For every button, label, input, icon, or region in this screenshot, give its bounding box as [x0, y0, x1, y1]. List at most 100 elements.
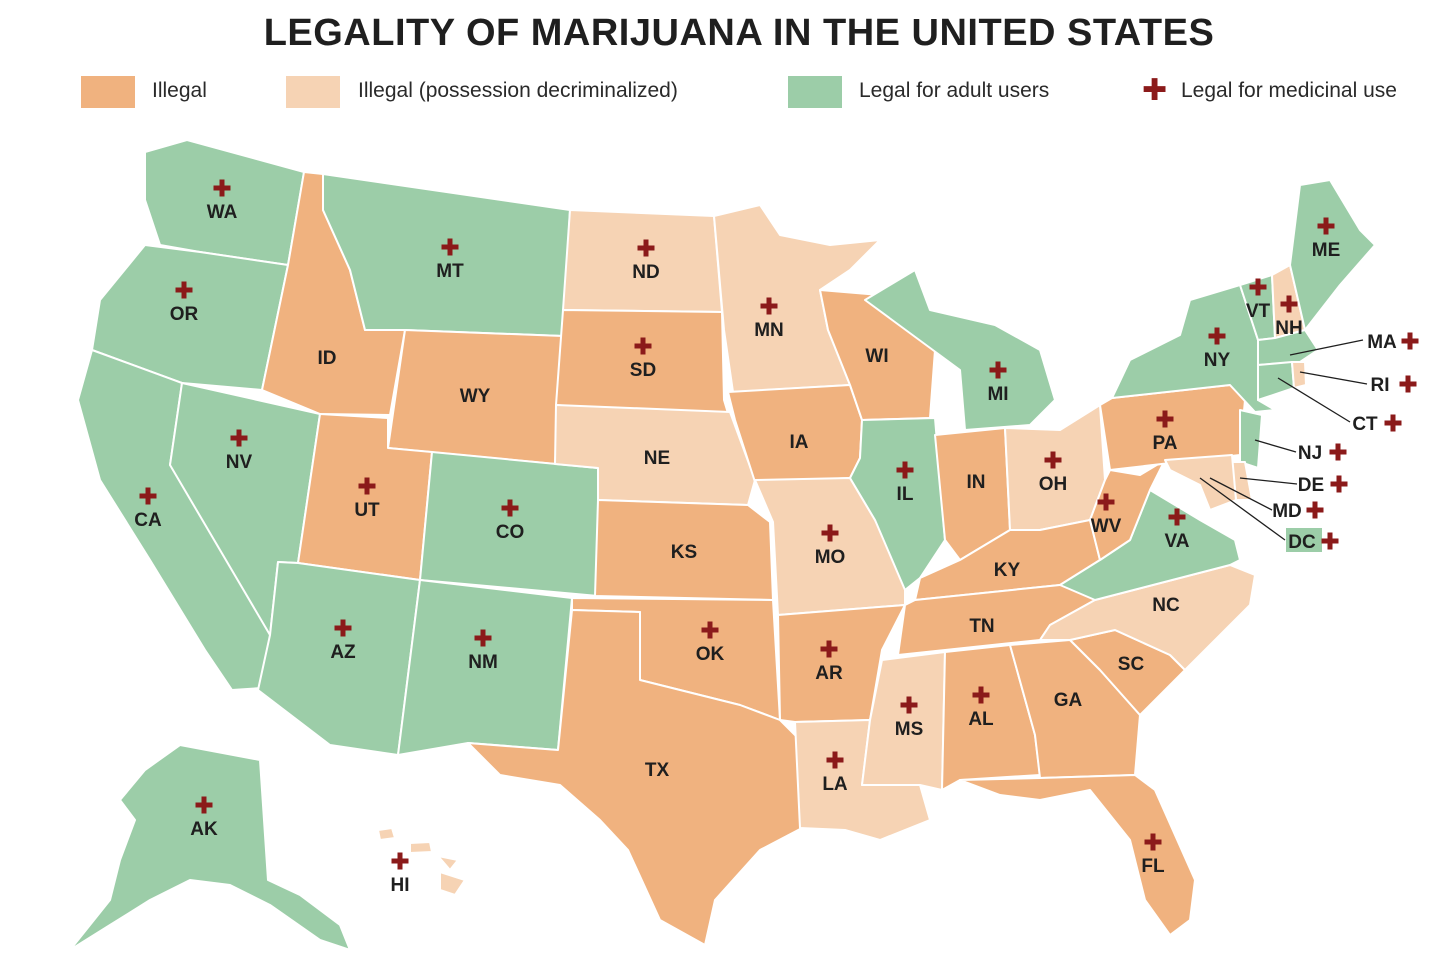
state-label-oh: OH: [1039, 474, 1068, 495]
state-label-az: AZ: [330, 642, 356, 663]
legend-label-legal: Legal for adult users: [859, 79, 1050, 102]
state-label-ar: AR: [815, 663, 843, 684]
state-nd[interactable]: [562, 209, 723, 313]
state-label-wi: WI: [865, 346, 888, 367]
state-label-de: DE: [1298, 475, 1324, 496]
state-label-nc: NC: [1152, 595, 1180, 616]
medicinal-plus-icon-hi: [391, 852, 409, 870]
medicinal-plus-icon-nd: [637, 239, 655, 257]
state-label-dc: DC: [1288, 532, 1316, 553]
medicinal-plus-icon-dc: [1321, 532, 1339, 550]
state-label-mo: MO: [815, 547, 846, 568]
state-tx[interactable]: [467, 609, 803, 946]
state-label-pa: PA: [1153, 433, 1178, 454]
state-label-va: VA: [1165, 531, 1190, 552]
state-me[interactable]: [1289, 179, 1376, 331]
medicinal-plus-icon-ri: [1399, 375, 1417, 393]
medicinal-plus-icon-mt: [441, 238, 459, 256]
medicinal-plus-icon-va: [1168, 508, 1186, 526]
medicinal-plus-icon-mi: [989, 361, 1007, 379]
state-or[interactable]: [91, 244, 289, 391]
medicinal-plus-icon-ut: [358, 477, 376, 495]
medicinal-plus-icon-la: [826, 751, 844, 769]
state-label-nv: NV: [226, 452, 253, 473]
state-ri[interactable]: [1291, 361, 1307, 389]
state-nj[interactable]: [1239, 409, 1263, 469]
callout-leader-lines: [1199, 339, 1368, 541]
state-mt[interactable]: [322, 173, 571, 337]
state-label-in: IN: [967, 472, 986, 493]
state-label-ky: KY: [994, 560, 1021, 581]
medicinal-plus-icon-az: [334, 619, 352, 637]
medicinal-plus-icon-wv: [1097, 493, 1115, 511]
leader-md: [1209, 477, 1273, 511]
state-label-wa: WA: [207, 202, 238, 223]
state-label-tx: TX: [645, 760, 670, 781]
state-label-sd: SD: [630, 360, 656, 381]
legend-label-illegal: Illegal: [152, 79, 207, 102]
medicinal-plus-icon-ar: [820, 640, 838, 658]
medicinal-plus-icon-ok: [701, 621, 719, 639]
medicinal-plus-icon-me: [1317, 217, 1335, 235]
medicinal-plus-icon-nm: [474, 629, 492, 647]
medicinal-plus-icon-oh: [1044, 451, 1062, 469]
leader-ma: [1289, 339, 1364, 356]
state-hi[interactable]: [377, 827, 466, 896]
leader-dc: [1199, 477, 1286, 541]
medicinal-plus-icon-fl: [1144, 833, 1162, 851]
state-label-ne: NE: [644, 448, 670, 469]
state-label-nh: NH: [1275, 318, 1302, 339]
state-shapes: [69, 139, 1376, 951]
legend-label-medicinal: Legal for medicinal use: [1181, 79, 1397, 102]
state-label-fl: FL: [1141, 856, 1165, 877]
medicinal-plus-icon-md: [1306, 501, 1324, 519]
state-fl[interactable]: [959, 774, 1196, 936]
state-label-ms: MS: [895, 719, 924, 740]
legend-label-decriminalized: Illegal (possession decriminalized): [358, 79, 678, 102]
state-label-ok: OK: [696, 644, 725, 665]
state-label-mi: MI: [987, 384, 1008, 405]
state-ak[interactable]: [69, 744, 351, 951]
state-label-ga: GA: [1054, 690, 1083, 711]
medicinal-plus-icon-il: [896, 461, 914, 479]
medicinal-plus-icon-de: [1330, 475, 1348, 493]
leader-de: [1239, 477, 1298, 485]
state-sd[interactable]: [555, 309, 731, 421]
state-label-mt: MT: [436, 261, 464, 282]
state-label-or: OR: [170, 304, 199, 325]
medicinal-plus-icon-ms: [900, 696, 918, 714]
legend-swatch-decriminalized: [286, 76, 340, 108]
state-ks[interactable]: [594, 499, 774, 601]
state-mi[interactable]: [864, 269, 1056, 431]
state-label-ri: RI: [1371, 375, 1390, 396]
state-label-ak: AK: [190, 819, 218, 840]
state-label-md: MD: [1272, 501, 1302, 522]
state-md[interactable]: [1164, 454, 1237, 511]
medicinal-plus-icon-nh: [1280, 295, 1298, 313]
state-mn[interactable]: [713, 204, 881, 393]
state-label-mn: MN: [754, 320, 784, 341]
state-label-ma: MA: [1367, 332, 1397, 353]
medicinal-plus-icon-vt: [1249, 278, 1267, 296]
state-label-ks: KS: [671, 542, 697, 563]
state-label-tn: TN: [969, 616, 994, 637]
medicinal-plus-icon-pa: [1156, 410, 1174, 428]
map-title: LEGALITY OF MARIJUANA IN THE UNITED STAT…: [263, 12, 1215, 54]
state-nc[interactable]: [1039, 564, 1256, 671]
medicinal-plus-icon-al: [972, 686, 990, 704]
medicinal-plus-icon-mn: [760, 297, 778, 315]
state-ct[interactable]: [1257, 361, 1295, 401]
state-label-nd: ND: [632, 262, 659, 283]
medicinal-plus-icon-ak: [195, 796, 213, 814]
state-label-wy: WY: [460, 386, 491, 407]
state-label-nm: NM: [468, 652, 498, 673]
state-label-ca: CA: [134, 510, 162, 531]
medicinal-plus-icon-nv: [230, 429, 248, 447]
medicinal-plus-icon-ct: [1384, 414, 1402, 432]
medicinal-plus-icon-ma: [1401, 332, 1419, 350]
medicinal-plus-icon-or: [175, 281, 193, 299]
state-label-wv: WV: [1091, 516, 1122, 537]
legend-swatch-legal: [788, 76, 842, 108]
state-labels: WA OR CA NV ID MT WY UT CO AZ NM ND SD NE KS OK TX MN IA MO…: [134, 179, 1419, 896]
